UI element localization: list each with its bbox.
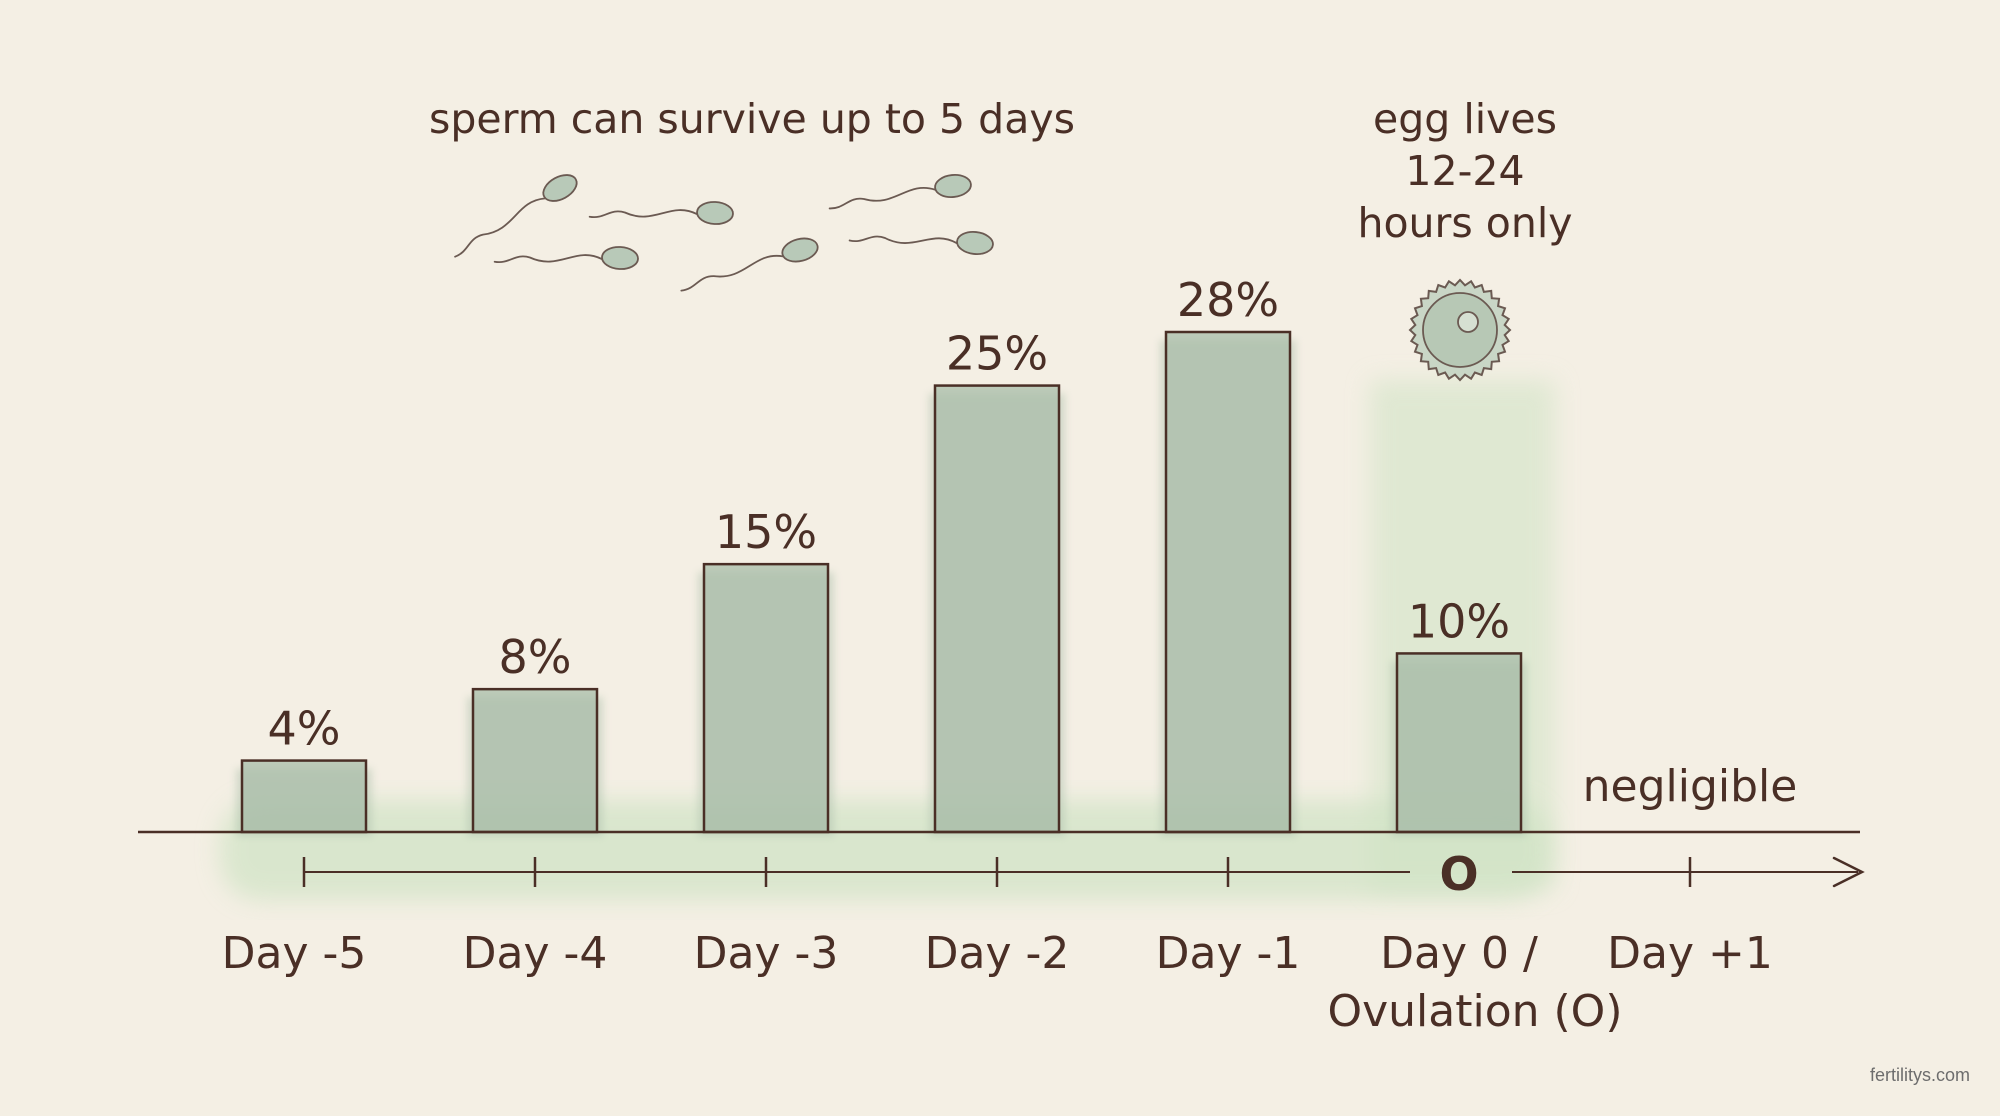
timeline-arrowhead [1832,856,1865,888]
bar [933,384,1061,834]
sperm-icon [680,237,819,292]
annotation-sperm: sperm can survive up to 5 days [429,95,1075,143]
data-label: 25% [946,327,1048,381]
tick-label: Day -3 [694,928,839,979]
baseline-wash [220,800,1550,900]
tick-label: Day 0 / [1380,928,1538,979]
ovulation-marker: O [1439,847,1478,901]
tick-label: Day -4 [463,928,608,979]
data-label: 10% [1408,594,1510,648]
data-label: 8% [499,630,572,684]
annotation-egg: egg lives [1373,95,1557,143]
tick-label: Day -1 [1156,928,1301,979]
sperm-icon [493,246,639,270]
annotation-egg: hours only [1357,199,1572,247]
sperm-icon [848,231,994,255]
egg-icon [1408,278,1512,382]
tick-label: Day -2 [925,928,1070,979]
data-label: negligible [1583,761,1798,812]
watermark: fertilitys.com [1869,1065,1970,1085]
sperm-icon [828,174,972,210]
tick-label: Day +1 [1607,928,1773,979]
bar [1164,330,1292,834]
bar [471,687,599,834]
bar [240,759,368,834]
bar [1395,652,1523,834]
data-label: 15% [715,505,817,559]
tick-label: Ovulation (O) [1328,986,1623,1037]
sperm-icon [454,174,578,258]
tick-label: Day -5 [222,928,367,979]
bar [702,562,830,834]
sperm-icon [588,201,734,225]
data-label: 28% [1177,273,1279,327]
data-label: 4% [268,702,341,756]
annotation-egg: 12-24 [1405,147,1524,195]
